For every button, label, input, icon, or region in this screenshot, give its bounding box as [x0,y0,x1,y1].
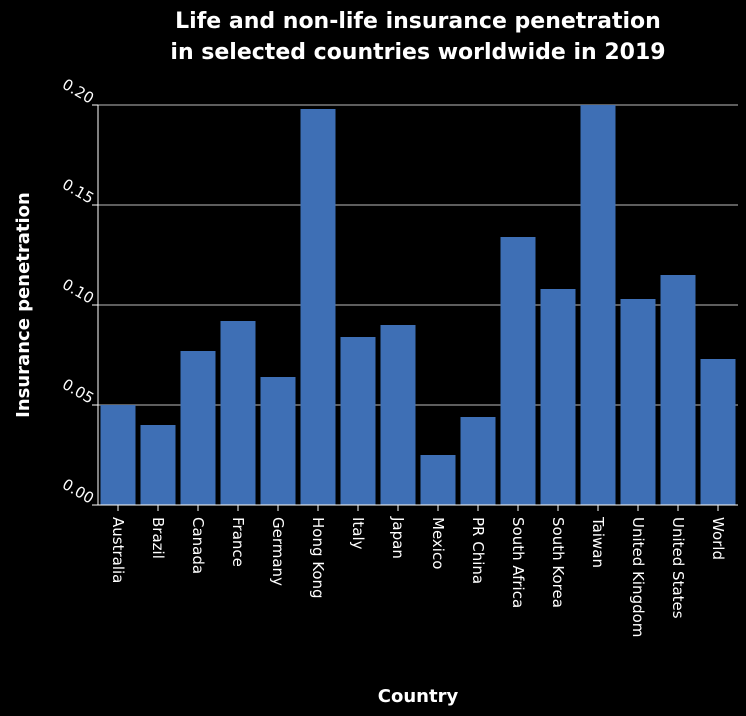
bar-australia [100,405,136,505]
bar-italy [340,337,376,505]
x-tick-label: Canada [189,517,207,574]
bar-japan [380,325,416,505]
x-tick-label: United States [669,517,687,619]
bar-south-africa [500,237,536,505]
x-tick-label: Germany [269,517,287,586]
y-tick-label: 0.15 [59,175,97,207]
bar-pr-china [460,417,496,505]
bar-united-kingdom [620,299,656,505]
x-tick-label: Italy [349,517,367,550]
bar-germany [260,377,296,505]
x-axis: Australia Brazil Canada France Germany Hong K… [98,504,738,637]
bar-united-states [660,275,696,505]
x-tick-label: Brazil [149,517,167,559]
y-axis: 0.00 0.05 0.10 0.15 0.20 [59,75,99,507]
x-tick-label: Japan [389,516,407,559]
x-tick-label: Hong Kong [309,517,327,599]
bar-south-korea [540,289,576,505]
x-tick-label: PR China [469,517,487,584]
chart-title-line-1: Life and non-life insurance penetration [175,9,661,34]
x-tick-label: Taiwan [589,516,607,568]
x-tick-label: France [229,517,247,567]
y-tick-label: 0.10 [59,275,97,307]
x-tick-label: South Korea [549,517,567,608]
bars [100,105,736,505]
x-tick-label: World [709,517,727,560]
bar-hong-kong [300,109,336,505]
bar-world [700,359,736,505]
bar-taiwan [580,105,616,505]
x-axis-title: Country [378,686,459,707]
bar-france [220,321,256,505]
x-tick-label: Mexico [429,517,447,569]
bar-brazil [140,425,176,505]
x-tick-label: Australia [109,517,127,583]
bar-canada [180,351,216,505]
y-tick-label: 0.20 [59,75,97,107]
y-tick-label: 0.00 [59,475,97,507]
x-tick-label: South Africa [509,517,527,608]
y-axis-title: Insurance penetration [13,192,34,418]
bar-mexico [420,455,456,505]
x-tick-label: United Kingdom [629,517,647,637]
chart-title-line-2: in selected countries worldwide in 2019 [170,40,665,65]
y-tick-label: 0.05 [59,375,97,407]
